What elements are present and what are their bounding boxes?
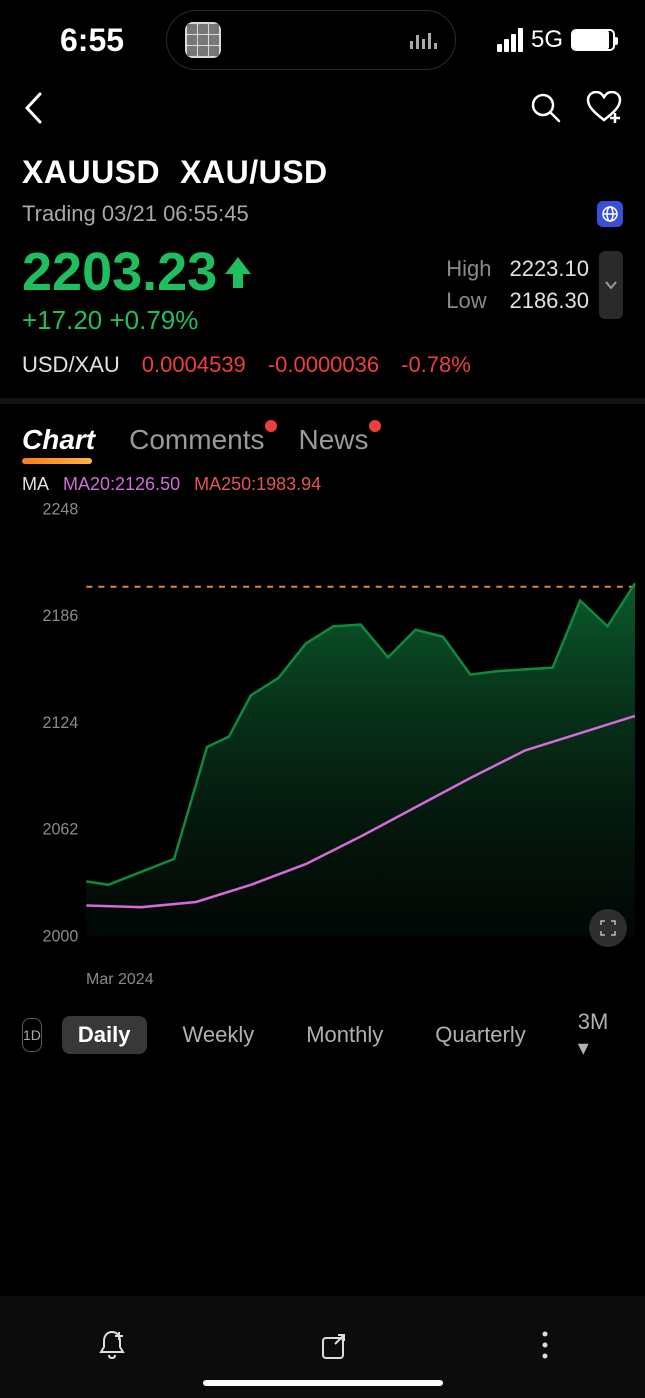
content-tabs: Chart Comments News (0, 404, 645, 464)
back-button[interactable] (22, 91, 44, 130)
symbol-code: XAUUSD (22, 154, 160, 191)
interval-daily-button[interactable]: Daily (62, 1016, 147, 1054)
trading-label: Trading (22, 201, 96, 226)
tab-news[interactable]: News (299, 424, 369, 456)
fullscreen-button[interactable] (589, 909, 627, 947)
svg-text:2186: 2186 (43, 607, 79, 625)
arrow-up-icon (223, 252, 253, 292)
audio-waveform-icon (410, 31, 437, 49)
globe-icon[interactable] (597, 201, 623, 227)
status-right: 5G (497, 26, 615, 54)
badge-dot-icon (265, 420, 277, 432)
battery-icon (571, 29, 615, 51)
price-value: 2203.23 (22, 245, 253, 299)
low-value: 2186.30 (509, 288, 589, 314)
interval-bar: 1D Daily Weekly Monthly Quarterly 3M ▾ (0, 989, 645, 1087)
empty-space (0, 1087, 645, 1297)
chart-x-label: Mar 2024 (0, 971, 645, 989)
high-value: 2223.10 (509, 256, 589, 282)
tab-comments[interactable]: Comments (129, 424, 264, 456)
inverse-pair: USD/XAU (22, 352, 120, 378)
ma250-label: MA250:1983.94 (194, 474, 321, 495)
network-label: 5G (531, 26, 563, 54)
ma-indicators: MA MA20:2126.50 MA250:1983.94 (0, 464, 645, 499)
badge-dot-icon (369, 420, 381, 432)
inverse-value: 0.0004539 (142, 352, 246, 378)
interval-3m-button[interactable]: 3M ▾ (562, 1003, 625, 1067)
more-icon[interactable] (540, 1330, 550, 1365)
status-bar: 6:55 5G (0, 0, 645, 80)
price-block: 2203.23 +17.20 +0.79% High 2223.10 Low 2… (0, 233, 645, 340)
alert-icon[interactable] (95, 1328, 129, 1367)
svg-text:2062: 2062 (43, 821, 79, 839)
ma-label: MA (22, 474, 49, 495)
price-change: +17.20 +0.79% (22, 305, 253, 336)
chevron-down-icon: ▾ (578, 1035, 589, 1060)
nav-bar (0, 80, 645, 140)
inverse-row: USD/XAU 0.0004539 -0.0000036 -0.78% (0, 340, 645, 398)
signal-icon (497, 28, 523, 52)
svg-text:2124: 2124 (43, 714, 79, 732)
interval-monthly-button[interactable]: Monthly (290, 1016, 399, 1054)
favorite-add-icon[interactable] (585, 91, 623, 130)
tab-chart[interactable]: Chart (22, 424, 95, 456)
low-label: Low (446, 288, 491, 314)
trading-timestamp: 03/21 06:55:45 (102, 201, 249, 226)
dynamic-island[interactable] (166, 10, 456, 70)
bottom-toolbar (0, 1296, 645, 1398)
svg-text:2248: 2248 (43, 500, 79, 518)
interval-weekly-button[interactable]: Weekly (167, 1016, 271, 1054)
search-icon[interactable] (529, 91, 563, 130)
home-indicator[interactable] (203, 1380, 443, 1386)
high-label: High (446, 256, 491, 282)
ma20-label: MA20:2126.50 (63, 474, 180, 495)
svg-text:2000: 2000 (43, 927, 79, 945)
interval-1d-button[interactable]: 1D (22, 1018, 42, 1052)
status-time: 6:55 (60, 22, 124, 59)
price-chart[interactable]: 2248 2186 2124 2062 2000 (0, 499, 645, 967)
symbol-header: XAUUSD XAU/USD Trading 03/21 06:55:45 (0, 140, 645, 233)
interval-quarterly-button[interactable]: Quarterly (419, 1016, 541, 1054)
inverse-delta: -0.0000036 (268, 352, 379, 378)
expand-stats-button[interactable] (599, 251, 623, 319)
share-icon[interactable] (318, 1328, 350, 1367)
island-artwork-icon (185, 22, 221, 58)
inverse-pct: -0.78% (401, 352, 471, 378)
symbol-pair: XAU/USD (180, 154, 328, 191)
